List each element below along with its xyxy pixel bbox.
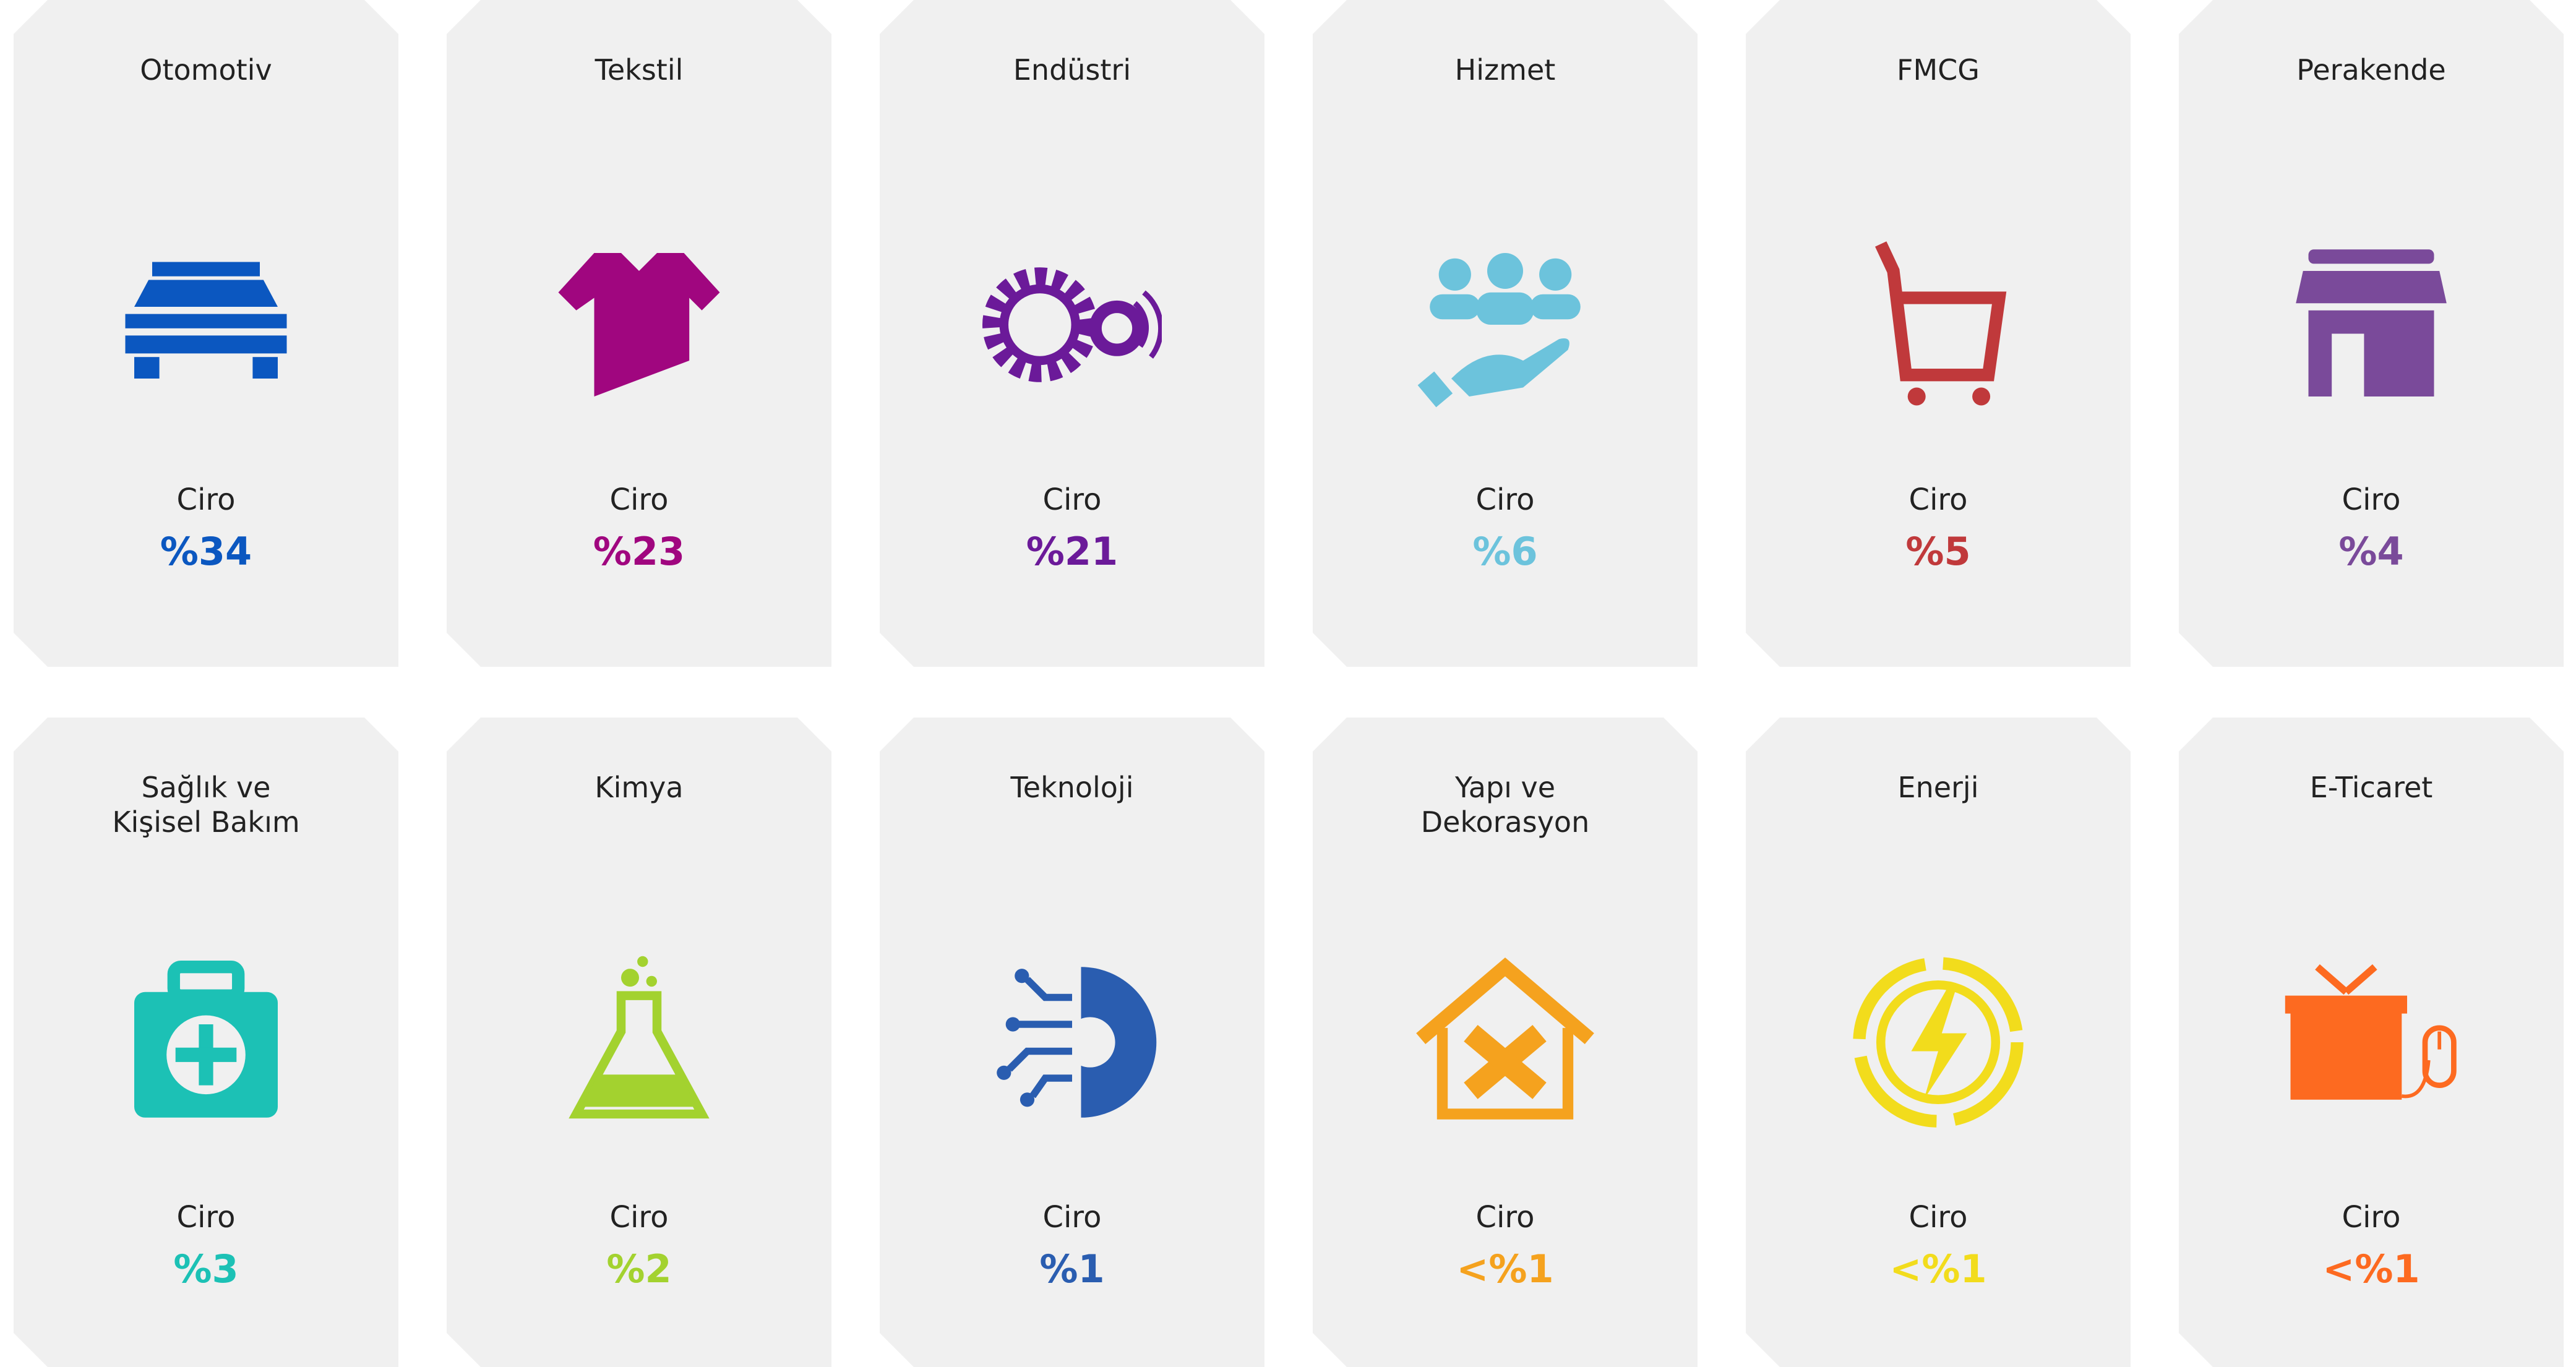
card: Yapı ve Dekorasyon Ciro <%1 [1313,718,1698,1367]
card-title: E-Ticaret [2309,771,2433,804]
card: Endüstri Ciro %21 [880,0,1264,667]
card-value: %1 [1039,1246,1105,1292]
card-title: FMCG [1897,53,1980,87]
card-value: %6 [1472,529,1538,574]
card-label: Ciro [2342,1200,2401,1235]
card-label: Ciro [1475,482,1535,517]
card-label: Ciro [1908,1200,1968,1235]
card: Enerji Ciro <%1 [1746,718,2131,1367]
card-title: Enerji [1897,771,1979,804]
card-value: %5 [1905,529,1971,574]
card-value: %23 [593,529,685,574]
card-value: %4 [2338,529,2404,574]
card: Kimya Ciro %2 [447,718,831,1367]
icon [116,235,296,414]
icon [1848,953,2028,1132]
card: E-Ticaret Ciro <%1 [2179,718,2564,1367]
card: Perakende Ciro %4 [2179,0,2564,667]
card-value: %3 [173,1246,239,1292]
card-label: Ciro [1042,482,1102,517]
card-title: Kimya [595,771,684,804]
card-label: Ciro [176,482,236,517]
card-label: Ciro [609,1200,669,1235]
icon [982,953,1162,1132]
card-label: Ciro [609,482,669,517]
card-value: %34 [160,529,252,574]
icon [2282,235,2461,414]
card-value: <%1 [1889,1246,1987,1292]
icon [549,235,729,414]
card-label: Ciro [1908,482,1968,517]
icon [116,953,296,1132]
card-value: <%1 [2322,1246,2420,1292]
card-value: %2 [606,1246,672,1292]
card-title: Otomotiv [140,53,272,87]
card-label: Ciro [1475,1200,1535,1235]
icon [982,235,1162,414]
card-title: Teknoloji [1010,771,1134,804]
card-value: %21 [1026,529,1118,574]
card-title: Yapı ve Dekorasyon [1420,771,1590,839]
icon [1415,953,1595,1132]
card: Tekstil Ciro %23 [447,0,831,667]
card: FMCG Ciro %5 [1746,0,2131,667]
card-label: Ciro [176,1200,236,1235]
card-value: <%1 [1456,1246,1554,1292]
icon [2282,953,2461,1132]
card-label: Ciro [1042,1200,1102,1235]
icon [1848,235,2028,414]
card: Teknoloji Ciro %1 [880,718,1264,1367]
card-title: Hizmet [1454,53,1556,87]
card-title: Perakende [2296,53,2446,87]
icon [549,953,729,1132]
icon [1415,235,1595,414]
card: Otomotiv Ciro %34 [14,0,398,667]
card-title: Sağlık ve Kişisel Bakım [112,771,300,839]
card: Sağlık ve Kişisel Bakım Ciro %3 [14,718,398,1367]
card-title: Endüstri [1013,53,1131,87]
card-label: Ciro [2342,482,2401,517]
card: Hizmet Ciro %6 [1313,0,1698,667]
card-title: Tekstil [595,53,684,87]
